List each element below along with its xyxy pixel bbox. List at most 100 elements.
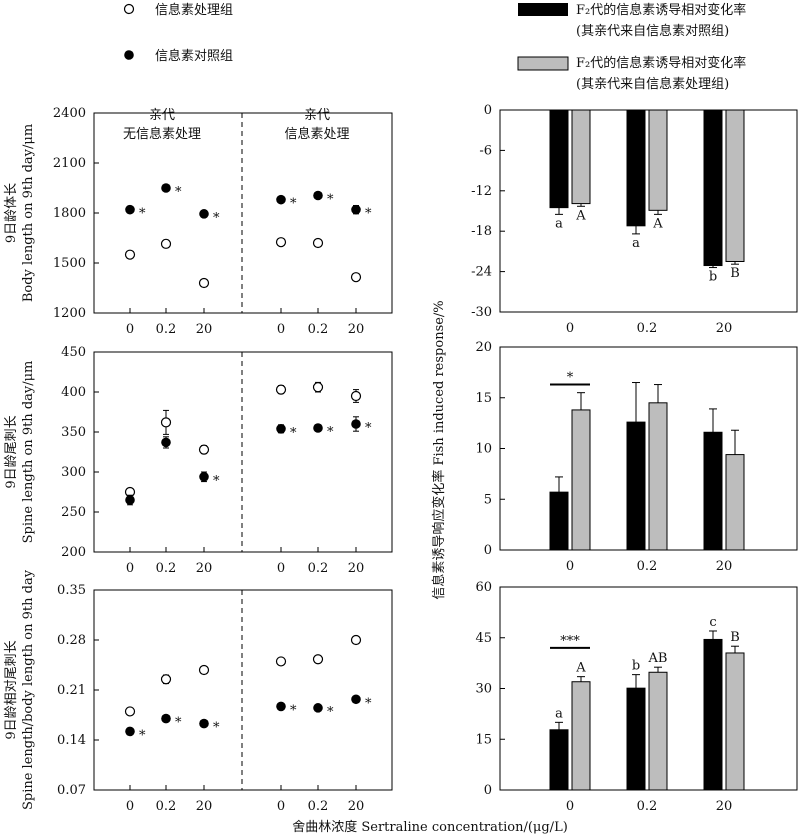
data-point-open <box>198 444 210 455</box>
y-axis-label: Spine length/body length on 9th day <box>21 569 36 810</box>
right-y-axis-title: 信息素诱导响应变化率 Fish induced response/% <box>431 300 447 599</box>
data-point-open <box>350 634 362 646</box>
group-letter: a <box>555 216 563 231</box>
y-axis-label: Spine length on 9th day/μm <box>21 361 36 544</box>
y-tick-label: 2400 <box>53 106 86 121</box>
data-point-open <box>198 277 210 289</box>
legend-open-label: 信息素处理组 <box>155 2 233 18</box>
data-point-filled <box>199 472 209 482</box>
y-tick-label: -24 <box>471 265 492 280</box>
x-tick-label: 20 <box>716 559 733 574</box>
bar-black <box>549 491 569 551</box>
significance-mark: * <box>327 705 334 720</box>
x-tick-label: 0 <box>566 321 574 336</box>
x-tick-label: 20 <box>716 321 733 336</box>
x-tick-label: 20 <box>348 561 365 576</box>
y-tick-label: 45 <box>475 631 492 646</box>
y-tick-label: 0 <box>484 103 492 118</box>
y-tick-label: 1800 <box>53 206 86 221</box>
legend-black-swatch <box>518 3 568 16</box>
data-point-filled <box>351 694 361 705</box>
x-tick-label: 20 <box>196 322 213 337</box>
x-tick-label: 0 <box>566 799 574 814</box>
panel-bar-relative-spine-length: 0 15 30 45 60 0 0.2 20 a b c A AB B *** <box>475 580 798 814</box>
x-tick-label: 20 <box>348 799 365 814</box>
legend-gray-label-line1: F₂代的信息素诱导相对变化率 <box>576 55 746 71</box>
group-letter: a <box>555 706 563 721</box>
bar-black <box>626 687 646 791</box>
bar-black <box>703 638 723 791</box>
y-tick-label: 60 <box>475 580 492 595</box>
panel-body-length: 1200 1500 1800 2100 2400 0 0.2 20 0 0.2 20 * * * * * * 9日… <box>4 106 393 337</box>
significance-mark: * <box>327 193 334 208</box>
x-tick-label: 20 <box>196 799 213 814</box>
legend-left: 信息素处理组 信息素对照组 <box>123 2 233 64</box>
x-tick-label: 20 <box>716 799 733 814</box>
data-point-filled <box>199 209 209 219</box>
bar-gray <box>648 109 668 211</box>
bar-black <box>549 109 569 209</box>
group-letter: B <box>730 630 740 645</box>
bar-black <box>626 421 646 551</box>
y-tick-label: 200 <box>61 545 86 560</box>
significance-mark: * <box>175 185 182 200</box>
data-point-filled <box>199 718 209 729</box>
panel-bar-spine-length: 0 5 10 15 20 0 0.2 20 * <box>475 340 798 574</box>
y-axis-label: Body length on 9th day/μm <box>21 124 36 302</box>
data-point-open <box>275 384 287 395</box>
group-letter: B <box>730 266 740 281</box>
significance-label: * <box>567 371 574 386</box>
significance-mark: * <box>290 197 297 212</box>
y-tick-label: 0.21 <box>57 683 86 698</box>
y-tick-label: 400 <box>61 385 86 400</box>
group-label-right-line1: 亲代 <box>304 108 330 123</box>
x-tick-label: 0.2 <box>637 321 658 336</box>
y-tick-label: 2100 <box>53 156 86 171</box>
legend-black-label-line1: F₂代的信息素诱导相对变化率 <box>576 2 746 18</box>
y-tick-label: 15 <box>475 391 492 406</box>
data-point-filled <box>276 424 286 434</box>
legend-filled-marker <box>124 50 134 60</box>
bar-gray <box>725 652 745 791</box>
bar-black <box>703 109 723 267</box>
data-point-filled <box>276 701 286 712</box>
panel-relative-spine-length: 0.07 0.14 0.21 0.28 0.35 0 0.2 20 0 0.2 20 * * * * * * 9日… <box>4 569 393 814</box>
x-tick-label: 0.2 <box>308 799 329 814</box>
x-tick-label: 0.2 <box>156 322 177 337</box>
data-point-filled <box>276 194 286 205</box>
x-tick-label: 0 <box>277 799 285 814</box>
data-point-filled <box>125 726 135 737</box>
legend-gray-swatch <box>517 56 569 71</box>
y-tick-label: 0.28 <box>57 633 86 648</box>
data-point-filled <box>313 190 323 201</box>
bar-gray <box>648 671 668 791</box>
y-tick-label: 1200 <box>53 306 86 321</box>
data-point-open <box>350 272 362 283</box>
data-point-filled <box>161 713 171 724</box>
y-tick-label: 0.35 <box>57 583 86 598</box>
group-labels: 亲代 无信息素处理 亲代 信息素处理 <box>123 108 350 142</box>
data-point-filled <box>161 437 171 448</box>
y-tick-label: 0 <box>484 783 492 798</box>
bar-gray <box>725 454 745 551</box>
x-tick-label: 0.2 <box>308 322 329 337</box>
x-axis-title: 舍曲林浓度 Sertraline concentration/(μg/L) <box>292 819 568 835</box>
data-point-open <box>124 249 136 260</box>
y-tick-label: 0.07 <box>57 783 86 798</box>
significance-mark: * <box>139 728 146 743</box>
significance-label: *** <box>560 634 580 649</box>
significance-mark: * <box>365 696 372 711</box>
x-tick-label: 0.2 <box>637 559 658 574</box>
y-tick-label: 1500 <box>53 256 86 271</box>
bar-black <box>703 431 723 551</box>
significance-mark: * <box>139 207 146 222</box>
bar-gray <box>571 109 591 205</box>
x-tick-label: 0 <box>566 559 574 574</box>
significance-mark: * <box>175 716 182 731</box>
group-letter: A <box>652 216 663 231</box>
panel-bar-body-length: 0 -6 -12 -18 -24 -30 0 0.2 20 a a b A A B <box>471 103 798 336</box>
significance-mark: * <box>290 703 297 718</box>
plot-frame <box>93 589 393 791</box>
y-tick-label: 250 <box>61 505 86 520</box>
